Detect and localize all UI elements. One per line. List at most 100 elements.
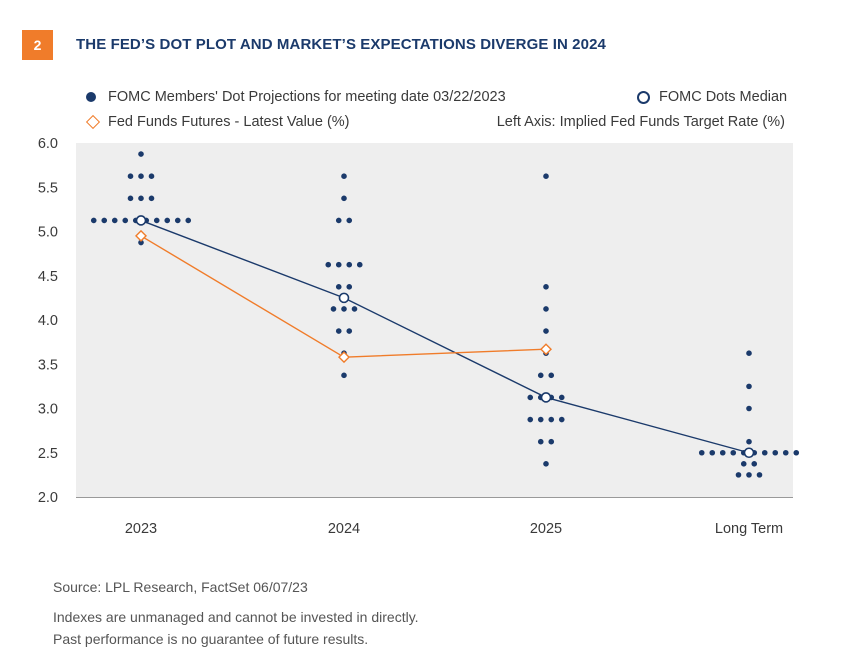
chart-title: THE FED’S DOT PLOT AND MARKET’S EXPECTAT… (76, 36, 606, 53)
projection-dot (185, 217, 192, 224)
projection-dot (543, 173, 549, 179)
axis-note: Left Axis: Implied Fed Funds Target Rate… (496, 114, 785, 130)
projection-dot (335, 328, 342, 334)
projection-dot (138, 151, 144, 157)
futures-marker (540, 343, 552, 356)
projection-dot (356, 261, 363, 268)
projection-dot (341, 173, 347, 179)
legend-futures: Fed Funds Futures - Latest Value (%) (85, 114, 350, 130)
projection-dot (548, 416, 555, 423)
filled-dot-icon (86, 92, 104, 102)
projection-dot (740, 461, 747, 467)
projection-dot (761, 449, 768, 456)
projection-dot (101, 217, 108, 224)
source-note: Source: LPL Research, FactSet 06/07/23 (53, 579, 308, 595)
projection-dot (793, 449, 800, 456)
disclaimer-line-2: Past performance is no guarantee of futu… (53, 631, 369, 647)
figure-number-badge: 2 (22, 30, 53, 60)
projection-dot (527, 416, 534, 423)
projection-dot (543, 461, 549, 467)
y-tick-label: 3.5 (38, 357, 58, 373)
projection-dot (537, 438, 544, 445)
projection-dot (341, 372, 347, 379)
projection-dot (127, 195, 134, 202)
projection-dot (548, 372, 555, 379)
projection-dot (746, 472, 752, 478)
median-marker (338, 292, 350, 304)
projection-dot (325, 261, 332, 268)
projection-dot (537, 372, 544, 379)
x-tick-label: 2024 (328, 521, 360, 537)
projection-dot (90, 217, 97, 224)
legend-futures-label: Fed Funds Futures - Latest Value (%) (108, 114, 350, 130)
y-tick-label: 3.0 (38, 402, 58, 418)
projection-dot (138, 173, 144, 179)
projection-dot (148, 173, 155, 179)
projection-dot (735, 472, 742, 478)
projection-dot (543, 328, 549, 334)
legend-dots-label: FOMC Members' Dot Projections for meetin… (108, 89, 506, 105)
projection-dot (351, 306, 358, 312)
projection-dot (174, 217, 181, 224)
projection-dot (138, 195, 144, 202)
projection-dot (756, 472, 763, 478)
hollow-circle-icon (637, 90, 655, 104)
projection-dot (346, 217, 353, 224)
projection-dot (148, 195, 155, 202)
projection-dot (730, 449, 737, 456)
projection-dot (341, 306, 347, 312)
projection-dot (558, 394, 565, 401)
futures-marker (135, 229, 147, 242)
projection-dot (346, 261, 353, 268)
projection-dot (335, 217, 342, 224)
projection-dot (153, 217, 160, 224)
median-marker (540, 392, 552, 403)
projection-dot (746, 438, 752, 445)
projection-dot (548, 438, 555, 445)
projection-dot (751, 461, 758, 467)
plot-area (76, 143, 793, 497)
median-line (140, 219, 750, 454)
projection-dot (330, 306, 337, 312)
median-marker (743, 447, 755, 459)
projection-dot (346, 328, 353, 334)
projection-dot (558, 416, 565, 423)
projection-dot (111, 217, 118, 224)
y-tick-label: 5.0 (38, 225, 58, 241)
legend-median: FOMC Dots Median (637, 89, 787, 105)
y-tick-label: 4.5 (38, 269, 58, 285)
projection-dot (127, 173, 134, 179)
projection-dot (746, 383, 752, 390)
y-tick-label: 2.0 (38, 490, 58, 506)
projection-dot (772, 449, 779, 456)
median-marker (135, 215, 147, 226)
projection-dot (709, 449, 716, 456)
projection-dot (746, 405, 752, 412)
projection-dot (543, 284, 549, 290)
futures-marker (338, 351, 350, 364)
projection-dot (138, 239, 144, 246)
projection-dot (746, 350, 752, 356)
projection-dot (527, 394, 534, 401)
projection-dot (346, 284, 353, 290)
x-tick-label: Long Term (715, 521, 783, 537)
legend-median-label: FOMC Dots Median (659, 89, 788, 105)
y-tick-label: 2.5 (38, 446, 58, 462)
legend-dots: FOMC Members' Dot Projections for meetin… (86, 89, 506, 105)
projection-dot (335, 261, 342, 268)
y-tick-label: 5.5 (38, 180, 58, 196)
projection-dot (335, 284, 342, 290)
y-tick-label: 6.0 (38, 136, 58, 152)
y-tick-label: 4.0 (38, 313, 58, 329)
disclaimer-line-1: Indexes are unmanaged and cannot be inve… (53, 609, 419, 625)
projection-dot (719, 449, 726, 456)
projection-dot (543, 306, 549, 312)
projection-dot (537, 416, 544, 423)
x-tick-label: 2025 (530, 521, 562, 537)
projection-dot (698, 449, 705, 456)
x-tick-label: 2023 (125, 521, 157, 537)
projection-dot (341, 195, 347, 202)
projection-dot (782, 449, 789, 456)
projection-dot (122, 217, 129, 224)
